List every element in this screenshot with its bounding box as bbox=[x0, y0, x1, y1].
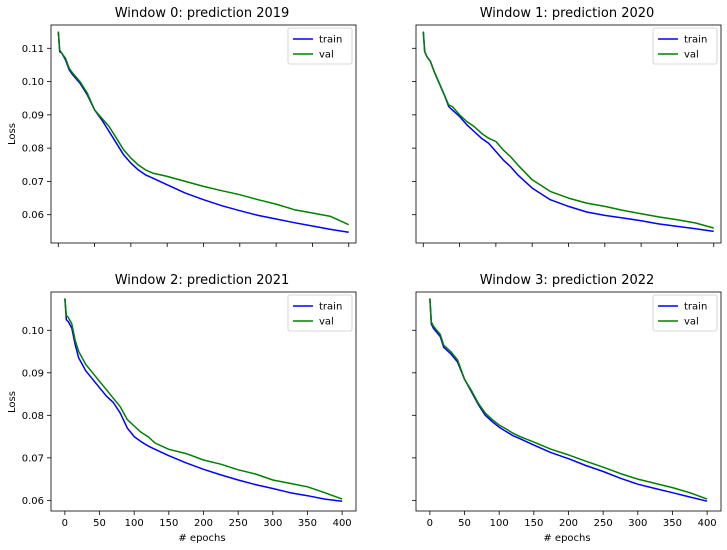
series-line-val bbox=[429, 298, 708, 500]
y-axis-label: Loss bbox=[7, 123, 18, 145]
legend-label-train: train bbox=[684, 302, 707, 313]
legend-label-val: val bbox=[684, 50, 699, 61]
y-tick-label: 0.09 bbox=[22, 368, 44, 379]
series-line-val bbox=[57, 31, 350, 226]
x-tick-label: 400 bbox=[698, 518, 717, 529]
series-line-train bbox=[64, 298, 343, 502]
legend: train val bbox=[287, 27, 353, 65]
x-tick-label: 300 bbox=[263, 518, 282, 529]
x-axis-label: # epochs bbox=[543, 533, 590, 544]
legend: train val bbox=[652, 27, 718, 65]
x-tick-label: 0 bbox=[62, 518, 68, 529]
chart-window-0: Window 0: prediction 2019 Loss 0.06 0.07 0… bbox=[7, 6, 357, 247]
y-tick-label: 0.08 bbox=[22, 411, 44, 422]
chart-window-3: Window 3: prediction 2022 # epochs 0 50 10… bbox=[412, 273, 722, 544]
x-tick-label: 150 bbox=[524, 518, 543, 529]
x-tick-label: 50 bbox=[93, 518, 106, 529]
x-tick-label: 200 bbox=[194, 518, 213, 529]
series-line-val bbox=[422, 31, 714, 229]
y-tick-label: 0.10 bbox=[22, 326, 44, 337]
chart-window-2: Window 2: prediction 2021 Loss # epochs … bbox=[7, 273, 357, 544]
x-tick-label: 100 bbox=[490, 518, 509, 529]
legend-box bbox=[652, 27, 718, 65]
chart-window-1: Window 1: prediction 2020 train val bbox=[412, 6, 722, 247]
x-tick-label: 0 bbox=[427, 518, 433, 529]
y-tick-label: 0.07 bbox=[22, 453, 44, 464]
legend-label-train: train bbox=[684, 35, 707, 46]
x-axis-label: # epochs bbox=[178, 533, 225, 544]
y-tick-label: 0.08 bbox=[22, 144, 44, 155]
chart-title: Window 3: prediction 2022 bbox=[480, 273, 655, 288]
y-axis-label: Loss bbox=[7, 391, 18, 413]
legend-box bbox=[287, 294, 353, 332]
x-tick-label: 250 bbox=[229, 518, 248, 529]
chart-title: Window 2: prediction 2021 bbox=[115, 273, 290, 288]
legend-box bbox=[652, 294, 718, 332]
series-line-train bbox=[57, 31, 349, 234]
legend-label-val: val bbox=[684, 317, 699, 328]
legend-box bbox=[287, 27, 353, 65]
y-tick-label: 0.06 bbox=[22, 496, 44, 507]
x-tick-label: 100 bbox=[125, 518, 144, 529]
y-tick-label: 0.11 bbox=[22, 44, 44, 55]
legend: train val bbox=[652, 294, 718, 332]
x-tick-label: 350 bbox=[663, 518, 682, 529]
legend-label-val: val bbox=[319, 50, 334, 61]
legend-label-train: train bbox=[319, 302, 342, 313]
x-tick-label: 250 bbox=[594, 518, 613, 529]
legend-label-train: train bbox=[319, 35, 342, 46]
legend: train val bbox=[287, 294, 353, 332]
x-tick-label: 200 bbox=[559, 518, 578, 529]
legend-label-val: val bbox=[319, 317, 334, 328]
chart-title: Window 0: prediction 2019 bbox=[115, 6, 290, 21]
x-tick-label: 50 bbox=[458, 518, 471, 529]
y-tick-label: 0.10 bbox=[22, 77, 44, 88]
y-tick-label: 0.09 bbox=[22, 110, 44, 121]
x-tick-label: 350 bbox=[298, 518, 317, 529]
y-tick-label: 0.06 bbox=[22, 210, 44, 221]
y-tick-label: 0.07 bbox=[22, 177, 44, 188]
x-tick-label: 400 bbox=[333, 518, 352, 529]
x-tick-label: 300 bbox=[628, 518, 647, 529]
chart-title: Window 1: prediction 2020 bbox=[480, 6, 655, 21]
series-line-val bbox=[64, 298, 343, 500]
x-tick-label: 150 bbox=[159, 518, 178, 529]
